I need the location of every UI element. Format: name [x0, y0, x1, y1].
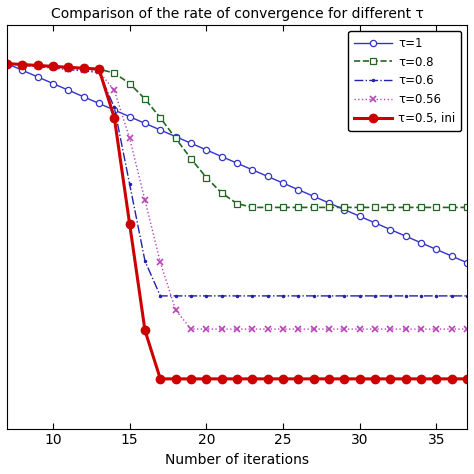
X-axis label: Number of iterations: Number of iterations: [165, 453, 309, 467]
Legend: τ=1, τ=0.8, τ=0.6, τ=0.56, τ=0.5, ini: τ=1, τ=0.8, τ=0.6, τ=0.56, τ=0.5, ini: [348, 31, 461, 131]
Title: Comparison of the rate of convergence for different τ: Comparison of the rate of convergence fo…: [51, 7, 423, 21]
